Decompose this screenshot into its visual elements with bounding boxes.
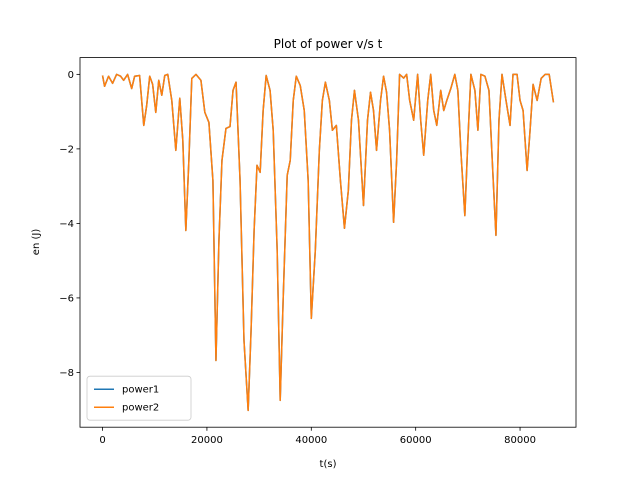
legend-label: power1 xyxy=(122,385,159,396)
x-axis-label: t(s) xyxy=(320,459,337,470)
x-tick-label: 80000 xyxy=(504,435,536,446)
plot-frame xyxy=(79,57,577,428)
y-tick-label: −8 xyxy=(59,368,74,379)
x-tick-label: 0 xyxy=(99,435,105,446)
y-tick-label: −6 xyxy=(59,293,74,304)
legend-label: power2 xyxy=(122,403,159,414)
y-axis-label: en (J) xyxy=(31,229,42,256)
y-tick-label: 0 xyxy=(68,70,74,81)
y-tick-label: −4 xyxy=(59,219,74,230)
y-tick-label: −2 xyxy=(59,144,74,155)
x-tick-label: 40000 xyxy=(295,435,327,446)
line-series xyxy=(101,73,555,412)
chart-title: Plot of power v/s t xyxy=(274,37,383,51)
x-tick-label: 20000 xyxy=(191,435,223,446)
x-tick-label: 60000 xyxy=(400,435,432,446)
legend-box xyxy=(86,375,192,421)
